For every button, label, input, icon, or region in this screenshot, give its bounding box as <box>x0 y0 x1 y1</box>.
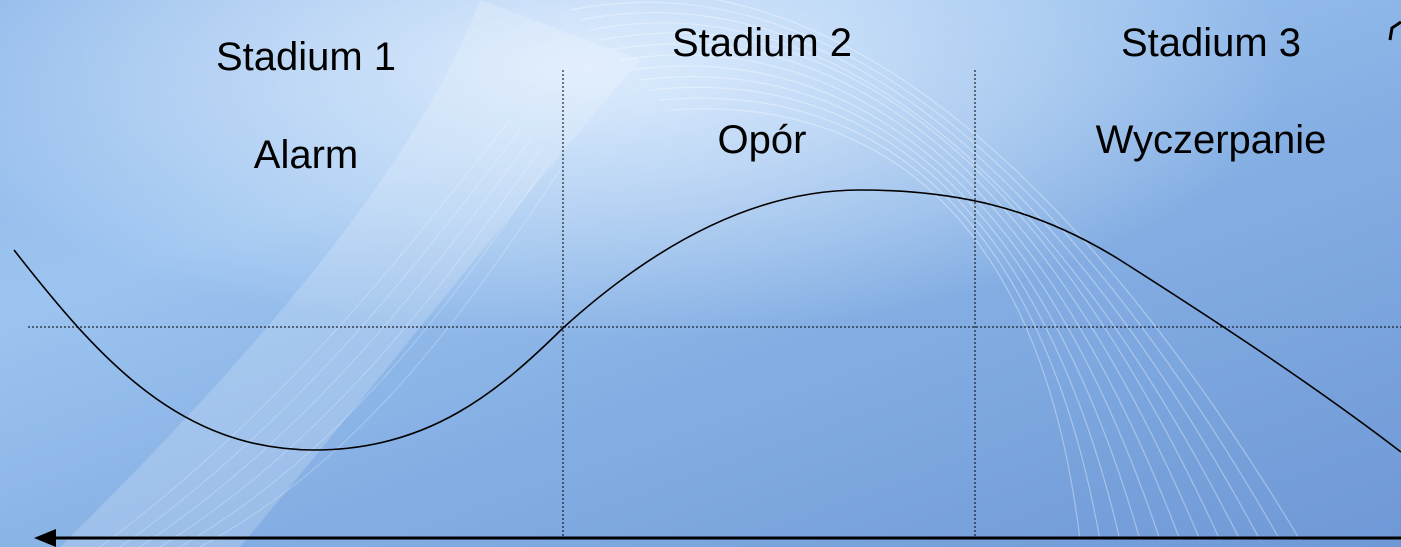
stage-2-name: Opór <box>717 118 807 162</box>
vertical-axis-arrow-icon <box>1388 20 1401 41</box>
resistance-curve <box>13 189 1401 453</box>
stage-2-title: Stadium 2 <box>671 21 853 65</box>
stage-3-name: Wyczerpanie <box>1095 118 1327 162</box>
stage-1-name: Alarm <box>253 133 359 177</box>
stage-3-title: Stadium 3 <box>1120 21 1302 65</box>
stage-1-title: Stadium 1 <box>215 35 397 79</box>
axis-arrowhead-icon <box>34 529 56 547</box>
